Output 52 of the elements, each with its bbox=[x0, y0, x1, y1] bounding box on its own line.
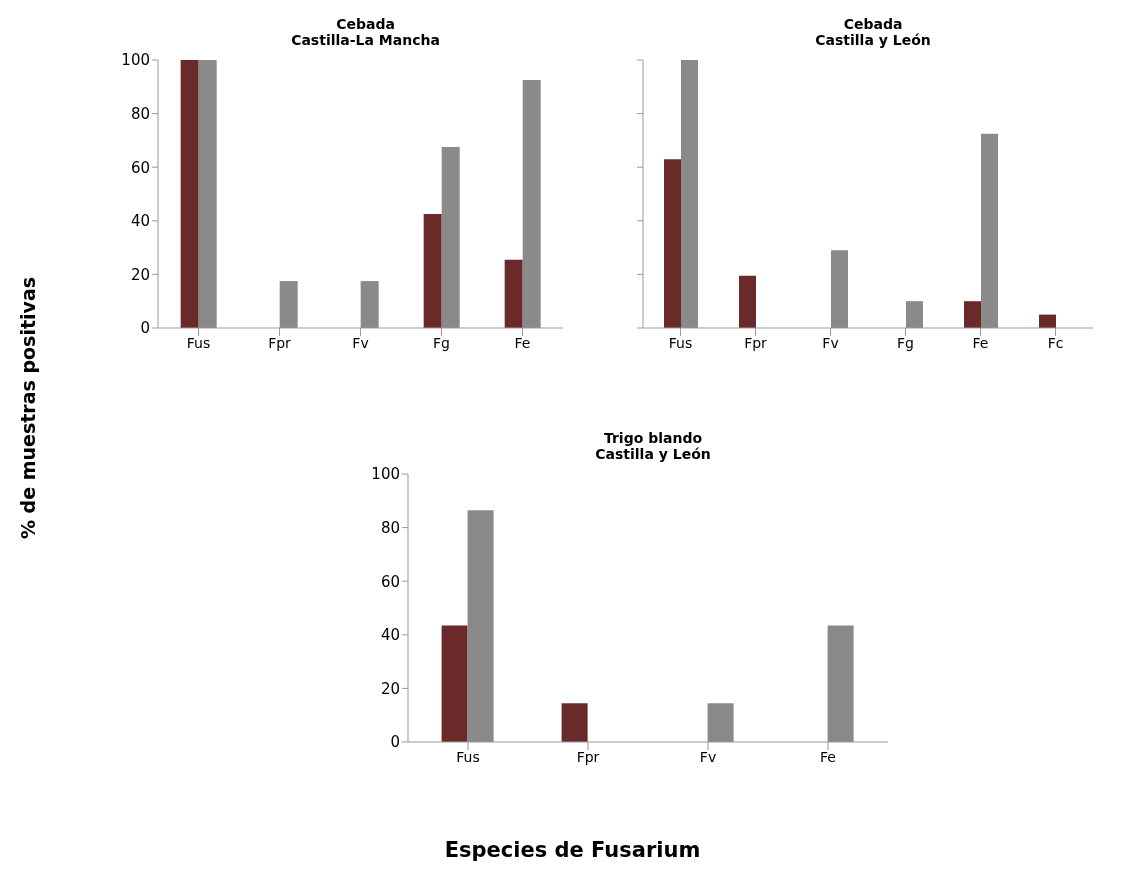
chart-title: Trigo blando Castilla y León bbox=[594, 430, 712, 462]
bar bbox=[906, 301, 923, 328]
bar bbox=[561, 703, 588, 742]
x-tick-label: Fpr bbox=[576, 748, 600, 765]
bar bbox=[504, 259, 523, 328]
chart-title: Cebada Castilla-La Mancha bbox=[290, 16, 441, 48]
y-tick-label: 100 bbox=[371, 465, 400, 484]
y-tick-label: 60 bbox=[380, 572, 400, 591]
x-tick-label: Fv bbox=[699, 748, 717, 765]
x-tick-label: Fg bbox=[897, 334, 914, 351]
x-tick-label: Fe bbox=[820, 748, 836, 765]
bar bbox=[707, 703, 734, 742]
bar bbox=[827, 625, 854, 742]
x-axis-title: Especies de Fusarium bbox=[443, 838, 702, 862]
x-tick-label: Fpr bbox=[268, 334, 292, 351]
bar bbox=[964, 301, 981, 328]
y-tick-label: 60 bbox=[130, 158, 150, 177]
x-tick-label: Fus bbox=[456, 748, 480, 765]
bar bbox=[441, 625, 468, 742]
bar bbox=[522, 80, 541, 328]
y-tick-label: 0 bbox=[140, 319, 150, 338]
x-tick-label: Fe bbox=[514, 334, 531, 351]
y-tick-label: 100 bbox=[121, 51, 150, 70]
x-tick-label: Fus bbox=[668, 334, 693, 351]
bar bbox=[664, 159, 681, 328]
bar bbox=[423, 214, 442, 328]
chart-title: Cebada Castilla y León bbox=[814, 16, 932, 48]
bar bbox=[467, 510, 494, 742]
bar bbox=[360, 281, 379, 328]
bar bbox=[441, 147, 460, 328]
y-axis-title: % de muestras positivas bbox=[17, 276, 39, 540]
x-tick-label: Fe bbox=[972, 334, 989, 351]
bar bbox=[739, 275, 756, 328]
bar bbox=[681, 60, 698, 328]
x-tick-label: Fpr bbox=[744, 334, 768, 351]
x-tick-label: Fg bbox=[433, 334, 450, 351]
y-tick-label: 40 bbox=[130, 212, 150, 231]
y-tick-label: 80 bbox=[380, 518, 400, 537]
bar bbox=[279, 281, 298, 328]
x-tick-label: Fus bbox=[186, 334, 211, 351]
bar bbox=[981, 133, 998, 328]
bar bbox=[831, 250, 848, 328]
x-tick-label: Fc bbox=[1047, 334, 1064, 351]
y-tick-label: 0 bbox=[390, 733, 400, 752]
y-tick-label: 20 bbox=[380, 679, 400, 698]
y-tick-label: 40 bbox=[380, 626, 400, 645]
x-tick-label: Fv bbox=[822, 334, 839, 351]
y-tick-label: 20 bbox=[130, 265, 150, 284]
y-tick-label: 80 bbox=[130, 104, 150, 123]
bar bbox=[198, 60, 217, 328]
bar bbox=[180, 60, 199, 328]
x-tick-label: Fv bbox=[352, 334, 369, 351]
